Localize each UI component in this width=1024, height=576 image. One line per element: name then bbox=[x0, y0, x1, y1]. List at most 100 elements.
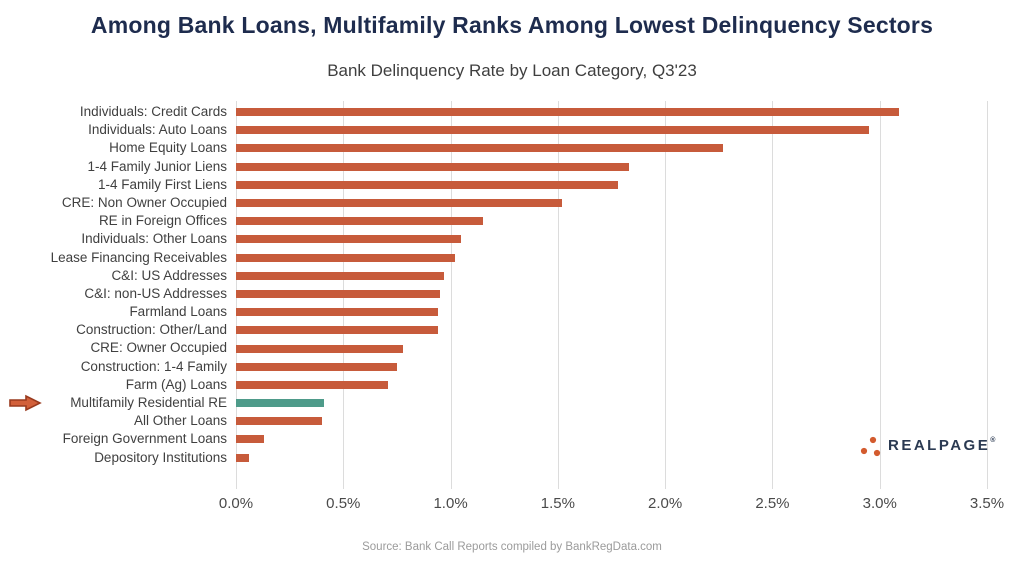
bar bbox=[236, 308, 438, 317]
bar-track bbox=[236, 103, 987, 121]
chart-row: CRE: Owner Occupied bbox=[0, 339, 1010, 357]
bar bbox=[236, 326, 438, 335]
chart-row: Foreign Government Loans bbox=[0, 430, 1010, 448]
bar bbox=[236, 199, 563, 208]
bar-track bbox=[236, 394, 987, 412]
category-label: 1-4 Family Junior Liens bbox=[87, 158, 227, 174]
gridline bbox=[772, 101, 774, 489]
bar-track bbox=[236, 230, 987, 248]
bar-track bbox=[236, 285, 987, 303]
bar-track bbox=[236, 194, 987, 212]
bar-track bbox=[236, 430, 987, 448]
bar bbox=[236, 180, 618, 189]
chart-row: Multifamily Residential RE bbox=[0, 394, 1010, 412]
bar-track bbox=[236, 376, 987, 394]
category-label: C&I: US Addresses bbox=[111, 267, 227, 283]
bar bbox=[236, 435, 264, 444]
bar bbox=[236, 217, 483, 226]
bar-track bbox=[236, 212, 987, 230]
category-label: CRE: Owner Occupied bbox=[90, 340, 227, 356]
category-label: Depository Institutions bbox=[94, 449, 227, 465]
registered-mark: ® bbox=[990, 437, 996, 444]
category-label: C&I: non-US Addresses bbox=[84, 285, 227, 301]
bar-highlighted bbox=[236, 399, 324, 408]
gridline bbox=[665, 101, 667, 489]
x-tick-label: 1.0% bbox=[433, 495, 468, 512]
chart-row: CRE: Non Owner Occupied bbox=[0, 194, 1010, 212]
chart-row: Individuals: Other Loans bbox=[0, 230, 1010, 248]
x-tick-label: 0.5% bbox=[326, 495, 361, 512]
category-label: Construction: Other/Land bbox=[76, 322, 227, 338]
gridline bbox=[987, 101, 988, 489]
bar bbox=[236, 126, 869, 135]
bar-track bbox=[236, 449, 987, 467]
bar bbox=[236, 162, 629, 171]
source-note: Source: Bank Call Reports compiled by Ba… bbox=[362, 541, 662, 553]
category-label: All Other Loans bbox=[133, 413, 227, 429]
chart-row: Depository Institutions bbox=[0, 449, 1010, 467]
bar-track bbox=[236, 176, 987, 194]
chart-row: Home Equity Loans bbox=[0, 139, 1010, 157]
gridline bbox=[450, 101, 452, 489]
chart-row: Lease Financing Receivables bbox=[0, 249, 1010, 267]
chart-row: Construction: 1-4 Family bbox=[0, 358, 1010, 376]
chart-row: Farmland Loans bbox=[0, 303, 1010, 321]
realpage-logo-text: REALPAGE® bbox=[888, 437, 996, 454]
bar bbox=[236, 344, 404, 353]
bar-track bbox=[236, 412, 987, 430]
chart-row: Farm (Ag) Loans bbox=[0, 376, 1010, 394]
category-label: Farmland Loans bbox=[129, 304, 227, 320]
bar-track bbox=[236, 321, 987, 339]
x-tick-label: 2.0% bbox=[648, 495, 683, 512]
highlight-arrow-icon bbox=[9, 395, 42, 412]
chart-subtitle: Bank Delinquency Rate by Loan Category, … bbox=[327, 61, 697, 80]
gridline bbox=[557, 101, 559, 489]
bar bbox=[236, 380, 389, 389]
category-label: Individuals: Other Loans bbox=[81, 231, 227, 247]
realpage-dots-icon bbox=[860, 436, 881, 457]
bar-chart: Individuals: Credit Cards Individuals: Au… bbox=[0, 101, 1010, 512]
bar bbox=[236, 253, 455, 262]
category-label: Foreign Government Loans bbox=[62, 431, 227, 447]
chart-row: 1-4 Family Junior Liens bbox=[0, 158, 1010, 176]
category-label: RE in Foreign Offices bbox=[98, 213, 227, 229]
x-tick-label: 3.0% bbox=[862, 495, 897, 512]
bar-track bbox=[236, 158, 987, 176]
page-title: Among Bank Loans, Multifamily Ranks Amon… bbox=[90, 12, 934, 38]
category-label: CRE: Non Owner Occupied bbox=[61, 194, 227, 210]
bar bbox=[236, 271, 445, 280]
chart-row: Individuals: Credit Cards bbox=[0, 103, 1010, 121]
chart-row: RE in Foreign Offices bbox=[0, 212, 1010, 230]
x-tick-label: 3.5% bbox=[969, 495, 1005, 512]
bar bbox=[236, 453, 249, 462]
bar bbox=[236, 108, 900, 117]
bar bbox=[236, 144, 724, 153]
bar bbox=[236, 289, 440, 298]
bar-track bbox=[236, 339, 987, 357]
chart-row: Individuals: Auto Loans bbox=[0, 121, 1010, 139]
chart-row: 1-4 Family First Liens bbox=[0, 176, 1010, 194]
category-label: Lease Financing Receivables bbox=[50, 249, 227, 265]
chart-row: C&I: non-US Addresses bbox=[0, 285, 1010, 303]
chart-rows: Individuals: Credit Cards Individuals: Au… bbox=[0, 103, 1010, 467]
x-axis-ticks: 0.0% 0.5% 1.0% 1.5% 2.0% 2.5% 3.0% 3.5% bbox=[219, 495, 1004, 515]
chart-row: C&I: US Addresses bbox=[0, 267, 1010, 285]
category-label: Multifamily Residential RE bbox=[70, 395, 227, 410]
category-label: Home Equity Loans bbox=[109, 140, 227, 156]
gridline bbox=[879, 101, 881, 489]
chart-row: All Other Loans bbox=[0, 412, 1010, 430]
category-label: 1-4 Family First Liens bbox=[97, 176, 227, 192]
bar bbox=[236, 235, 462, 244]
bar-track bbox=[236, 121, 987, 139]
bar-track bbox=[236, 303, 987, 321]
x-tick-label: 2.5% bbox=[755, 495, 790, 512]
x-tick-label: 0.0% bbox=[218, 495, 254, 512]
category-label: Individuals: Credit Cards bbox=[79, 104, 227, 119]
realpage-logo: REALPAGE® bbox=[860, 434, 995, 458]
category-label: Construction: 1-4 Family bbox=[80, 358, 227, 374]
bar-track bbox=[236, 358, 987, 376]
bar bbox=[236, 417, 322, 426]
category-label: Individuals: Auto Loans bbox=[88, 122, 227, 138]
chart-row: Construction: Other/Land bbox=[0, 321, 1010, 339]
